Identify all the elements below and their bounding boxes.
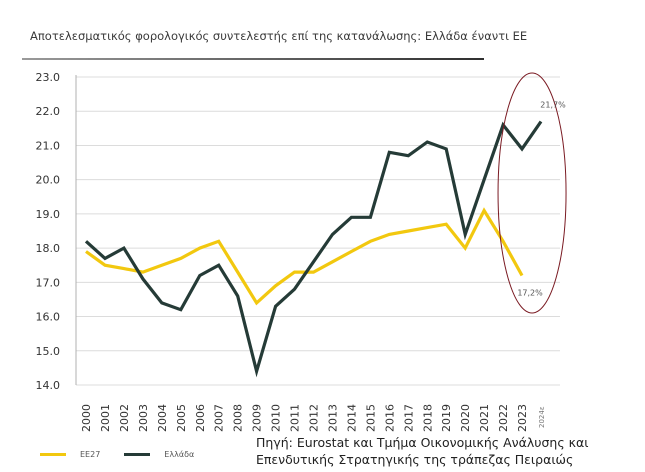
x-tick-label: 2014 — [345, 404, 358, 432]
x-tick-label: 2012 — [308, 404, 321, 432]
x-tick-label: 2022 — [497, 404, 510, 432]
x-tick-label: 2024ε — [538, 406, 546, 428]
source-note: Πηγή: Eurostat και Τμήμα Οικονομικής Ανά… — [256, 434, 588, 468]
x-tick-label: 2013 — [326, 404, 339, 432]
x-tick-label: 2002 — [118, 404, 131, 432]
y-tick-label: 20.0 — [36, 174, 61, 187]
x-tick-label: 2001 — [99, 404, 112, 432]
chart-title: Αποτελεσματικός φορολογικός συντελεστής … — [30, 29, 528, 43]
x-tick-label: 2007 — [213, 404, 226, 432]
highlight-ellipse — [497, 72, 567, 314]
x-tick-label: 2020 — [459, 404, 472, 432]
legend-label-greece: Ελλάδα — [164, 450, 195, 459]
x-tick-label: 2000 — [80, 404, 93, 432]
x-tick-label: 2008 — [232, 404, 245, 432]
y-tick-label: 17.0 — [36, 276, 61, 289]
legend: ΕΕ27 Ελλάδα — [40, 450, 218, 459]
x-tick-label: 2009 — [251, 404, 264, 432]
y-tick-label: 18.0 — [36, 242, 61, 255]
y-tick-label: 15.0 — [36, 345, 61, 358]
legend-swatch-eu27 — [40, 453, 66, 456]
x-tick-label: 2018 — [421, 404, 434, 432]
x-tick-label: 2011 — [289, 404, 302, 432]
x-tick-label: 2005 — [175, 404, 188, 432]
source-line-2: Επενδυτικής Στρατηγικής της τράπεζας Πει… — [256, 452, 574, 467]
y-tick-label: 22.0 — [36, 105, 61, 118]
data-label: 21,7% — [540, 100, 566, 109]
data-label: 17,2% — [517, 288, 543, 297]
title-divider — [22, 58, 484, 60]
source-line-1: Πηγή: Eurostat και Τμήμα Οικονομικής Ανά… — [256, 435, 589, 450]
x-tick-label: 2017 — [402, 404, 415, 432]
series-line-greece — [84, 120, 543, 378]
x-tick-label: 2016 — [383, 404, 396, 432]
series-line-eu27 — [85, 207, 524, 306]
y-axis-ticks: 14.0 15.0 16.0 17.0 18.0 19.0 20.0 21.0 22.0 23.0 — [36, 71, 61, 392]
series-lines — [84, 120, 543, 378]
x-tick-label: 2021 — [478, 404, 491, 432]
legend-swatch-greece — [124, 453, 151, 456]
x-tick-label: 2019 — [440, 404, 453, 432]
annotations: 21,7% 17,2% — [497, 72, 567, 314]
y-tick-label: 19.0 — [36, 208, 61, 221]
y-tick-label: 23.0 — [36, 71, 61, 84]
x-axis-ticks: 2000 2001 2002 2003 2004 2005 2006 2007 2008 2009… — [80, 404, 546, 432]
y-tick-label: 16.0 — [36, 311, 61, 324]
x-tick-label: 2015 — [364, 404, 377, 432]
x-tick-label: 2006 — [194, 404, 207, 432]
x-tick-label: 2023 — [516, 404, 529, 432]
x-tick-label: 2010 — [270, 404, 283, 432]
y-tick-label: 21.0 — [36, 139, 61, 152]
y-tick-label: 14.0 — [36, 379, 61, 392]
legend-label-eu27: ΕΕ27 — [80, 450, 101, 459]
x-tick-label: 2004 — [156, 404, 169, 432]
x-tick-label: 2003 — [137, 404, 150, 432]
gridlines — [75, 75, 560, 386]
